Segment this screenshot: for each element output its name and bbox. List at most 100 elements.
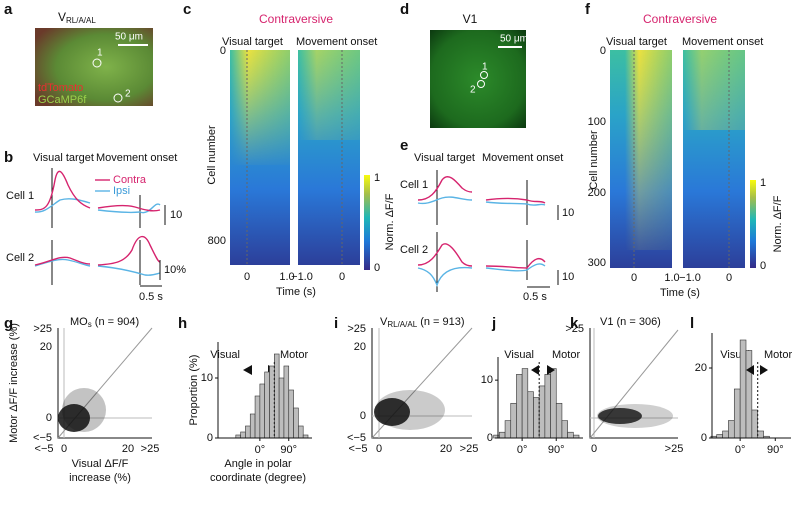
bar: [510, 402, 517, 439]
scatter-cloud: [58, 404, 90, 432]
y-axis-label: Cell number: [588, 130, 600, 190]
bar: [555, 402, 563, 439]
bar: [278, 377, 285, 439]
x-tick-label: >25: [665, 443, 684, 455]
y-tick-label: 200: [588, 187, 606, 199]
bar: [567, 431, 574, 439]
bar: [274, 353, 280, 439]
column-label: Movement onset: [96, 152, 177, 164]
legend-label: Ipsi: [113, 185, 130, 197]
x-tick-label: −1.0: [291, 271, 313, 283]
bar: [283, 365, 290, 439]
bar: [499, 431, 506, 439]
scatter-cloud: [598, 408, 642, 424]
panel-label: d: [400, 1, 409, 18]
bar: [293, 407, 299, 439]
colorbar-tick: 0: [374, 262, 380, 274]
title: V: [380, 316, 388, 328]
panel-label: f: [585, 1, 591, 18]
panel-label: h: [178, 315, 187, 332]
title-sub: RL/A/AL: [66, 16, 96, 25]
y-tick-label: 10: [201, 372, 213, 384]
colorbar-label: Norm. ΔF/F: [384, 193, 396, 250]
panel-label: k: [570, 315, 579, 332]
bar: [240, 431, 246, 439]
colorbar: [750, 180, 756, 268]
x-tick-label: 0°: [255, 444, 266, 456]
bar: [288, 389, 294, 439]
scatter-cloud: [597, 404, 673, 428]
bar: [298, 425, 304, 439]
y-tick-label: 0: [360, 410, 366, 422]
x-tick-label: 0°: [517, 444, 528, 456]
bar: [521, 368, 529, 439]
panel-label: j: [491, 315, 496, 332]
y-tick-label: 20: [354, 341, 366, 353]
roi-label: 2: [470, 85, 476, 96]
scale-label: 0.5 s: [139, 291, 163, 303]
trace: [97, 203, 161, 214]
y-tick-label: 0: [220, 45, 226, 57]
panel-label: a: [4, 1, 13, 18]
row-label: Cell 2: [400, 244, 428, 256]
trace: [485, 263, 546, 272]
trace: [34, 256, 91, 266]
y-tick-label: 0: [600, 45, 606, 57]
bar: [533, 397, 540, 439]
column-label: Visual target: [33, 152, 94, 164]
bar: [259, 383, 265, 439]
column-label: Movement onset: [296, 36, 377, 48]
y-tick-label: <−5: [33, 432, 52, 444]
y-tick-label: 0: [701, 432, 707, 444]
bar: [245, 425, 251, 439]
x-axis-label: increase (%): [69, 472, 131, 484]
bar: [504, 420, 512, 439]
x-tick-label: 0°: [735, 444, 746, 456]
panel-title: VRL/A/AL (n = 913): [380, 316, 465, 329]
x-tick-label: 90°: [767, 444, 784, 456]
y-tick-label: 0: [487, 432, 493, 444]
colorbar: [364, 175, 370, 270]
bar: [269, 365, 275, 439]
x-axis-label: Visual ΔF/F: [72, 458, 129, 470]
trace: [417, 266, 473, 288]
x-axis-label: coordinate (degree): [210, 472, 306, 484]
heatmap-overlay: [230, 50, 290, 165]
scatter-cloud: [375, 390, 445, 430]
bar: [739, 339, 747, 439]
y-tick-label: 300: [588, 257, 606, 269]
panel-label: l: [690, 315, 694, 332]
trace: [485, 201, 546, 206]
x-tick-label: <−5: [349, 443, 368, 455]
y-tick-label: 0: [46, 412, 52, 424]
heatmap-overlay: [298, 50, 360, 140]
x-tick-label: 0: [726, 272, 732, 284]
roi: [92, 58, 102, 68]
x-tick-label: <−5: [35, 443, 54, 455]
roi: [480, 71, 488, 79]
trace: [417, 243, 473, 267]
colorbar-tick: 0: [760, 260, 766, 272]
x-tick-label: 20: [122, 443, 134, 455]
colorbar-label: Norm. ΔF/F: [772, 195, 784, 252]
scale-label: 50 μm: [500, 34, 528, 45]
bar: [751, 409, 759, 439]
scatter-cloud: [62, 388, 106, 432]
trace: [34, 198, 91, 213]
direction-label: Visual: [504, 349, 534, 361]
roi: [113, 93, 123, 103]
trace: [417, 196, 473, 205]
column-label: Visual target: [414, 152, 475, 164]
roi-label: 1: [482, 62, 488, 73]
panel-title: MOs (n = 904): [70, 316, 139, 329]
arrow: [547, 365, 555, 375]
scale-label: 10: [170, 209, 182, 221]
panel-label: e: [400, 137, 408, 154]
trace: [485, 197, 546, 204]
bar: [716, 434, 723, 439]
bar: [561, 420, 568, 439]
x-tick-label: >25: [460, 443, 479, 455]
trace: [485, 257, 546, 269]
y-tick-label: 20: [40, 341, 52, 353]
